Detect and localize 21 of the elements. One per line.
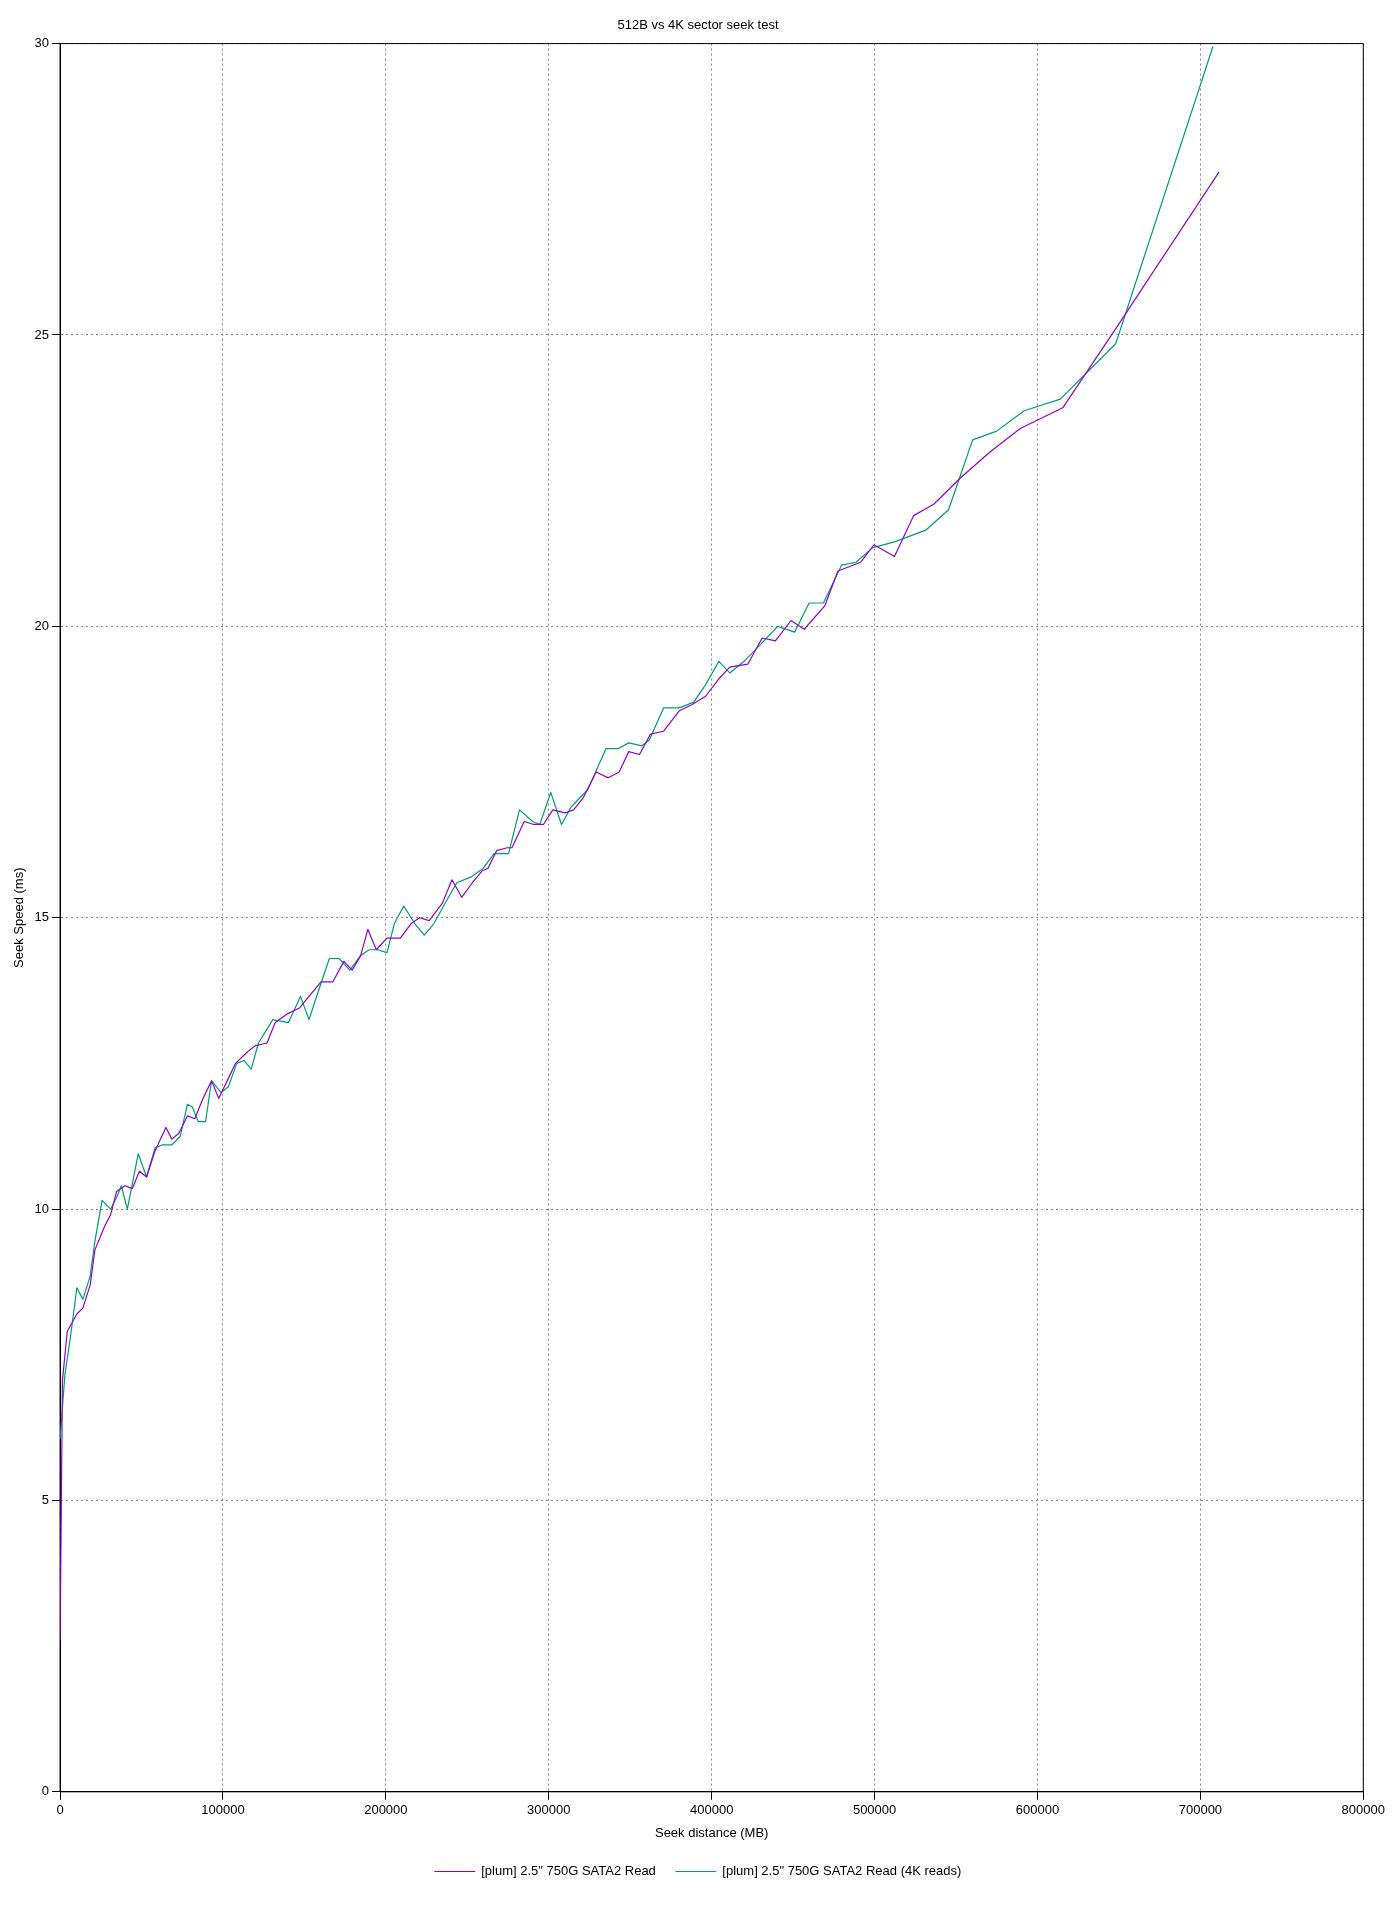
x-tick-label: 800000 [1341,1802,1386,1818]
x-tick-label: 400000 [689,1802,734,1818]
chart-title: 512B vs 4K sector seek test [617,17,779,33]
y-tick-label: 10 [34,1200,50,1216]
y-tick-label: 0 [41,1783,50,1799]
x-tick-label: 300000 [527,1802,571,1818]
x-tick-label: 0 [56,1802,64,1818]
y-axis-title: Seek Speed (ms) [11,867,27,968]
x-tick-label: 100000 [201,1802,245,1818]
x-tick-label: 700000 [1178,1802,1223,1818]
y-tick-label: 15 [34,909,50,925]
x-tick-label: 500000 [852,1802,897,1818]
x-tick-label: 600000 [1015,1802,1060,1818]
legend-label: [plum] 2.5" 750G SATA2 Read [481,1863,656,1879]
x-tick-label: 200000 [364,1802,408,1818]
y-tick-label: 20 [34,617,50,633]
y-tick-label: 25 [34,326,50,342]
y-tick-label: 30 [34,35,50,51]
x-axis-title: Seek distance (MB) [654,1824,769,1840]
legend-label: [plum] 2.5" 750G SATA2 Read (4K reads) [722,1863,962,1879]
y-tick-label: 5 [41,1492,50,1508]
